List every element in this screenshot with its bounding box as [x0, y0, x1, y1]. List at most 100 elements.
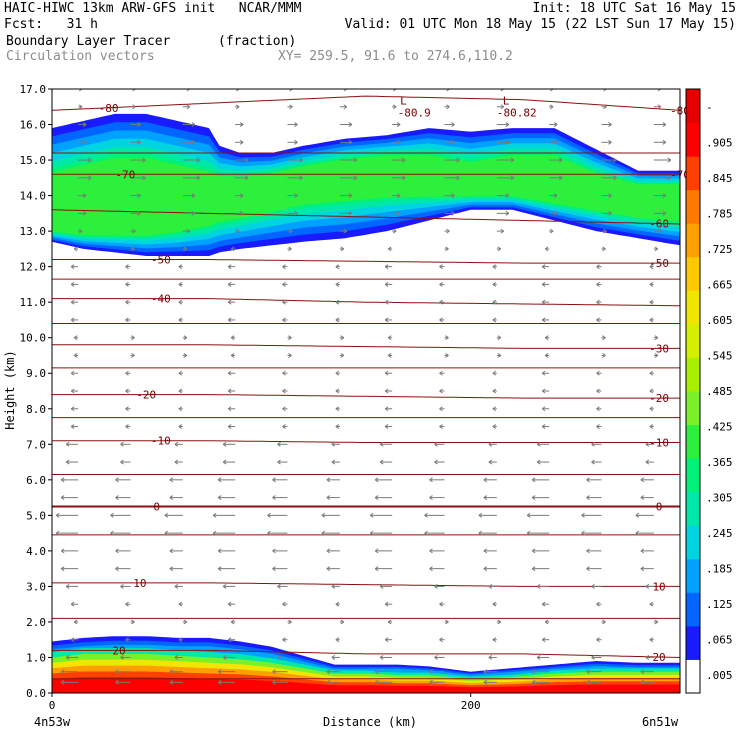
wind-vector-head [439, 299, 443, 305]
wind-vector-head [662, 122, 667, 127]
wind-vector-head [169, 566, 174, 572]
wind-vector-head [613, 157, 617, 163]
wind-vector-head [662, 210, 667, 216]
wind-vector-head [483, 679, 488, 685]
wind-vector-head [340, 335, 345, 341]
colorbar-swatch-8 [686, 391, 700, 426]
colorbar-swatch-16 [686, 122, 700, 157]
wind-vector-head [541, 424, 546, 429]
wind-vector-head [558, 157, 563, 163]
wind-vector-head [497, 335, 502, 341]
wind-vector-head [169, 477, 174, 483]
wind-vector-head [227, 264, 232, 270]
wind-vector-head [282, 601, 286, 607]
wind-vector-head [483, 495, 488, 501]
wind-vector-head [335, 370, 340, 376]
wind-vector-head [70, 424, 75, 429]
minimum-marker-0: L [400, 94, 407, 107]
wind-vector-head [343, 104, 348, 110]
wind-vector-head [70, 406, 75, 412]
wind-vector-head [70, 264, 75, 270]
wind-vector-head [217, 669, 222, 675]
header-cross-section-coords: XY= 259.5, 91.6 to 274.6,110.2 [278, 49, 513, 64]
wind-vector-head [78, 228, 83, 234]
wind-vector-head [483, 548, 488, 554]
isotherm-label--50-0: -50 [151, 254, 171, 267]
wind-vector-head [217, 495, 222, 501]
y-tick-label-7: 7.0 [26, 438, 46, 451]
wind-vector-head [526, 512, 531, 518]
wind-vector-head [401, 175, 406, 181]
wind-vector-head [115, 548, 119, 554]
wind-vector-head [478, 512, 483, 518]
wind-vector-head [401, 157, 406, 163]
wind-vector-head [137, 139, 141, 145]
wind-vector-head [536, 459, 541, 465]
wind-vector-head [82, 193, 87, 199]
wind-vector-head [424, 530, 428, 536]
wind-vector-head [596, 299, 600, 305]
wind-vector-head [640, 477, 645, 483]
y-tick-label-6: 6.0 [26, 474, 46, 487]
wind-vector-head [183, 246, 188, 252]
wind-vector-head [321, 530, 326, 536]
wind-vector-head [374, 548, 379, 554]
wind-vector-head [492, 264, 497, 270]
wind-vector-head [70, 370, 75, 376]
colorbar-swatch-5 [686, 491, 700, 526]
colorbar-label-3: .185 [706, 563, 733, 576]
isotherm-label-10-1: 10 [652, 580, 665, 593]
wind-vector-head [596, 317, 600, 323]
header-forecast-hour: Fcst: 31 h [4, 17, 98, 32]
wind-vector-head [125, 601, 129, 607]
wind-vector-head [239, 193, 244, 199]
wind-vector-head [379, 441, 384, 447]
isotherm-label--30-0: -30 [649, 342, 669, 355]
wind-vector-head [544, 246, 549, 252]
wind-vector-head [488, 441, 493, 447]
wind-vector-head [544, 619, 549, 625]
wind-vector-head [429, 495, 433, 501]
wind-vector-head [483, 477, 488, 483]
wind-vector-head [603, 104, 607, 110]
y-tick-label-5: 5.0 [26, 509, 46, 522]
wind-vector-head [132, 228, 136, 234]
wind-vector-head [505, 210, 510, 216]
wind-vector-head [174, 655, 179, 660]
wind-vector-head [137, 122, 141, 127]
wind-vector-head [55, 530, 60, 536]
wind-vector-head [183, 619, 188, 625]
wind-vector-head [492, 388, 497, 394]
wind-vector-head [169, 669, 174, 675]
isotherm-label--60-0: -60 [649, 218, 669, 231]
wind-vector-head [65, 583, 70, 589]
wind-vector-head [132, 104, 136, 110]
y-tick-label-0: 0.0 [26, 687, 46, 700]
wind-vector-head [169, 679, 174, 685]
wind-vector-head [282, 388, 286, 394]
wind-vector-head [526, 530, 531, 536]
wind-vector-head [87, 175, 92, 181]
wind-vector-head [649, 406, 654, 412]
wind-vector-head [120, 459, 124, 465]
y-tick-label-12: 12.0 [20, 261, 47, 274]
wind-vector-head [667, 157, 672, 163]
wind-vector-head [500, 104, 505, 110]
wind-vector-head [645, 655, 650, 660]
wind-vector-head [125, 370, 129, 376]
y-tick-label-15: 15.0 [20, 154, 47, 167]
wind-vector-head [120, 441, 124, 447]
colorbar-label-13: .785 [706, 207, 733, 220]
wind-vector-head [267, 530, 271, 536]
colorbar-label-15: .905 [706, 136, 733, 149]
header-overlay-name: Circulation vectors [6, 49, 155, 64]
wind-vector-head [488, 583, 493, 589]
wind-vector-head [640, 495, 645, 501]
colorbar-swatch-14 [686, 189, 700, 224]
wind-vector-head [492, 370, 497, 376]
wind-vector-head [331, 459, 336, 465]
wind-vector-head [294, 193, 298, 199]
wind-vector-head [222, 655, 227, 660]
wind-vector-head [191, 210, 196, 216]
wind-vector-head [379, 655, 384, 660]
